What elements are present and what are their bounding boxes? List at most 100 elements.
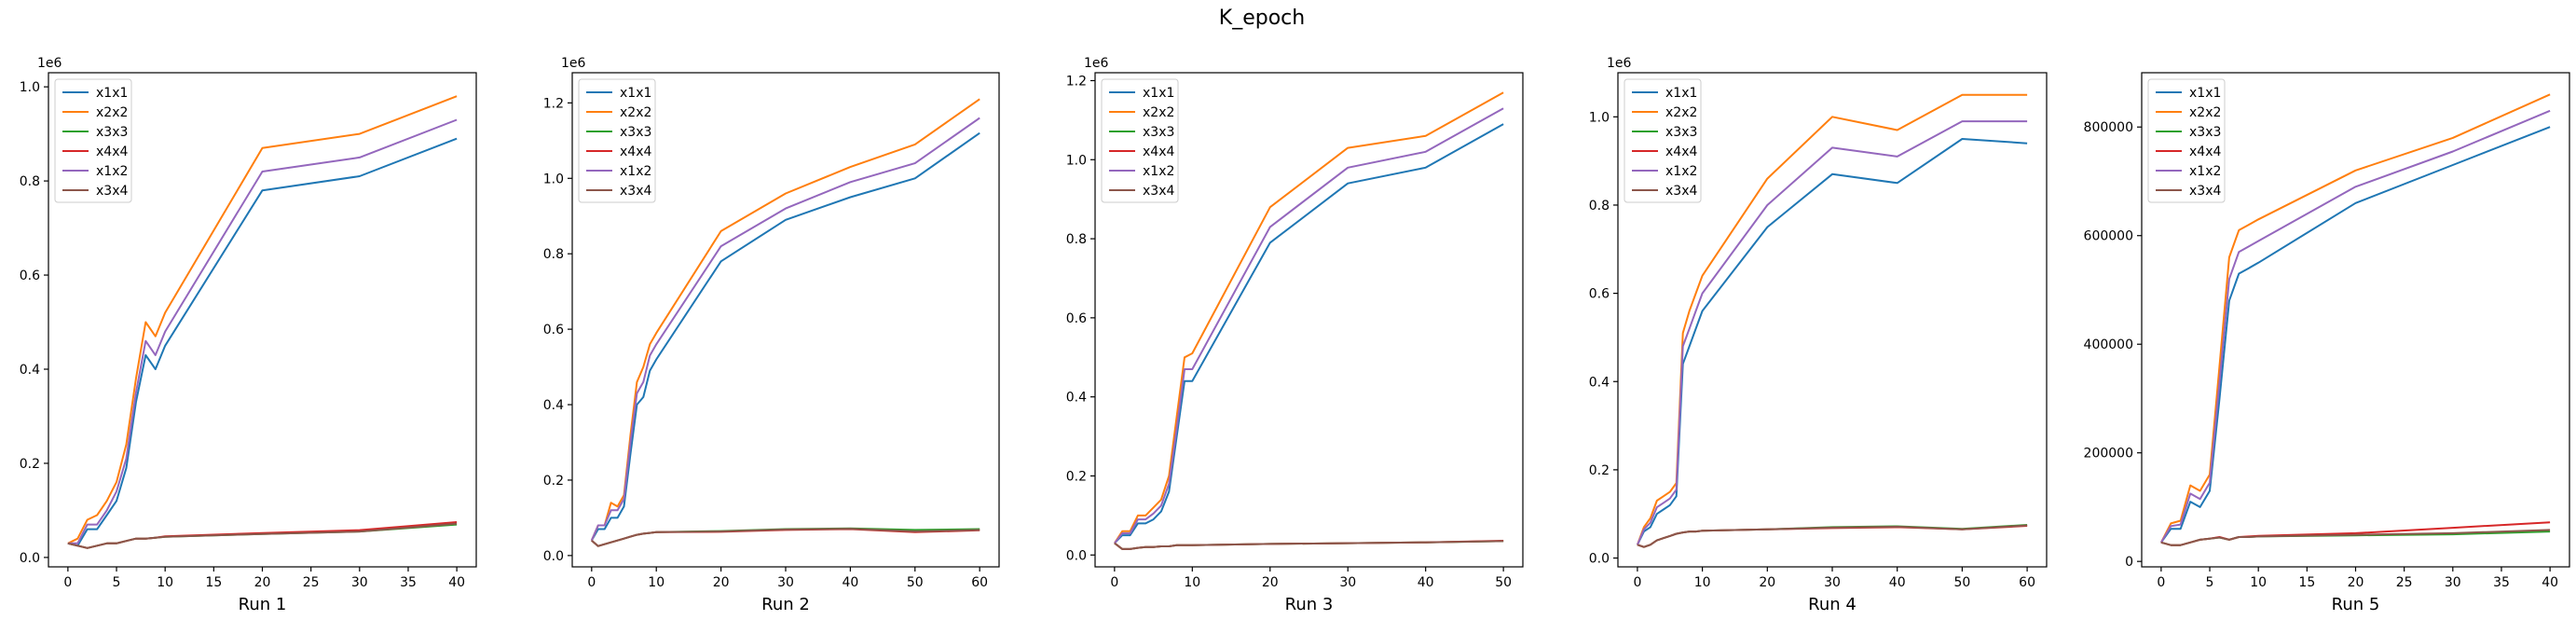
x-tick-label: 20 — [254, 575, 271, 590]
series-line-x1x2 — [1114, 107, 1504, 544]
legend: x1x1 x2x2 x3x3 x4x4 x1x2 x3x4 — [54, 78, 132, 203]
x-tick-label: 30 — [777, 575, 794, 590]
series-line-x2x2 — [67, 95, 458, 544]
x-tick-label: 0 — [587, 575, 596, 590]
series-lines — [2160, 93, 2551, 546]
legend-label-x1x2: x1x2 — [620, 164, 651, 179]
legend-label-x1x1: x1x1 — [2189, 86, 2221, 101]
y-tick-label: 1.0 — [1589, 110, 1610, 125]
subplot-run-5: 0 5 10 15 20 25 30 35 40 0 200000 400000 600000 80000… — [2084, 72, 2570, 614]
x-tick-label: 0 — [63, 575, 72, 590]
y-tick-label: 0.6 — [543, 323, 564, 338]
legend-label-x1x2: x1x2 — [96, 164, 128, 179]
legend-label-x2x2: x2x2 — [96, 105, 128, 120]
legend-label-x1x2: x1x2 — [1665, 164, 1697, 179]
legend-label-x2x2: x2x2 — [1143, 105, 1174, 120]
series-lines — [67, 95, 458, 549]
x-tick-label: 35 — [400, 575, 417, 590]
y-tick-label: 0.2 — [1066, 469, 1087, 484]
legend-label-x3x3: x3x3 — [96, 125, 128, 140]
legend-label-x4x4: x4x4 — [96, 145, 128, 159]
legend-label-x1x1: x1x1 — [1665, 86, 1697, 101]
series-line-x3x4 — [2160, 529, 2551, 546]
series-line-x3x4 — [591, 528, 980, 547]
x-tick-label: 35 — [2493, 575, 2510, 590]
legend-label-x3x3: x3x3 — [2189, 125, 2221, 140]
y-offset-label: 1e6 — [1607, 56, 1632, 71]
series-line-x2x2 — [1114, 91, 1504, 544]
x-tick-label: 10 — [157, 575, 173, 590]
series-line-x1x2 — [67, 118, 458, 544]
legend-label-x3x3: x3x3 — [1143, 125, 1174, 140]
series-line-x1x2 — [1636, 120, 2028, 545]
y-tick-label: 0.6 — [20, 269, 40, 283]
x-tick-label: 15 — [205, 575, 222, 590]
y-tick-label: 0.8 — [543, 247, 564, 262]
series-line-x3x4 — [1637, 524, 2028, 548]
series-line-x1x1 — [1114, 123, 1504, 544]
y-tick-label: 1.2 — [1066, 74, 1087, 89]
series-line-x3x4 — [1114, 540, 1504, 550]
y-offset-label: 1e6 — [37, 56, 62, 71]
x-axis-label: Run 3 — [1285, 595, 1334, 614]
legend-label-x1x2: x1x2 — [1143, 164, 1174, 179]
y-tick-label: 0.6 — [1589, 287, 1610, 302]
y-tick-label: 0.2 — [20, 457, 40, 472]
series-line-x2x2 — [590, 98, 980, 542]
x-axis-label: Run 5 — [2332, 595, 2380, 614]
y-offset-label: 1e6 — [561, 56, 586, 71]
x-tick-label: 50 — [907, 575, 924, 590]
series-line-x1x1 — [67, 137, 458, 547]
x-axis-label: Run 2 — [761, 595, 810, 614]
x-tick-label: 60 — [971, 575, 988, 590]
y-tick-label: 0.4 — [1589, 375, 1610, 390]
y-tick-label: 400000 — [2084, 338, 2133, 352]
legend-label-x3x4: x3x4 — [96, 184, 128, 199]
y-tick-label: 0.2 — [543, 474, 564, 489]
y-tick-label: 0.0 — [1066, 548, 1087, 563]
legend-label-x3x4: x3x4 — [620, 184, 651, 199]
x-tick-label: 10 — [1694, 575, 1711, 590]
y-tick-label: 0.4 — [1066, 391, 1087, 406]
y-tick-label: 1.0 — [20, 80, 40, 95]
legend-label-x1x2: x1x2 — [2189, 164, 2221, 179]
legend-label-x4x4: x4x4 — [2189, 145, 2221, 159]
legend-label-x3x4: x3x4 — [1665, 184, 1697, 199]
subplot-run-4: 0 10 20 30 40 50 60 0.0 0.2 0.4 0.6 0.8 1.0 1e6 Run 4 x… — [1589, 56, 2048, 614]
x-tick-label: 0 — [1110, 575, 1118, 590]
x-tick-label: 40 — [1889, 575, 1906, 590]
x-tick-label: 30 — [2445, 575, 2461, 590]
legend: x1x1 x2x2 x3x3 x4x4 x1x2 x3x4 — [578, 78, 656, 203]
y-tick-label: 1.2 — [543, 96, 564, 111]
axes-frame — [1094, 72, 1524, 568]
y-tick-label: 0.8 — [1066, 232, 1087, 247]
x-tick-label: 50 — [1953, 575, 1970, 590]
legend-label-x2x2: x2x2 — [1665, 105, 1697, 120]
series-line-x2x2 — [2160, 93, 2551, 544]
x-tick-label: 20 — [1759, 575, 1775, 590]
legend-label-x3x3: x3x3 — [620, 125, 651, 140]
subplot-grid: 0 5 10 15 20 25 30 35 40 0.0 0.2 0.4 0.6 0.8 1.0 1e6 Run… — [20, 56, 2570, 614]
legend-label-x1x1: x1x1 — [1143, 86, 1174, 101]
x-tick-label: 30 — [1339, 575, 1356, 590]
x-tick-label: 30 — [1824, 575, 1841, 590]
series-line-x2x2 — [1636, 93, 2028, 545]
y-tick-label: 0.4 — [543, 398, 564, 413]
x-tick-label: 15 — [2298, 575, 2315, 590]
y-tick-label: 0.0 — [20, 551, 40, 566]
x-tick-label: 40 — [1418, 575, 1434, 590]
legend-label-x4x4: x4x4 — [620, 145, 651, 159]
legend: x1x1 x2x2 x3x3 x4x4 x1x2 x3x4 — [1624, 78, 1702, 203]
x-tick-label: 50 — [1495, 575, 1512, 590]
x-tick-label: 60 — [2019, 575, 2035, 590]
series-lines — [1114, 91, 1504, 550]
y-tick-label: 800000 — [2084, 120, 2133, 135]
legend: x1x1 x2x2 x3x3 x4x4 x1x2 x3x4 — [2147, 78, 2226, 203]
legend-label-x3x4: x3x4 — [2189, 184, 2221, 199]
y-tick-label: 200000 — [2084, 447, 2133, 462]
x-tick-label: 20 — [2348, 575, 2364, 590]
x-tick-label: 5 — [113, 575, 121, 590]
legend-label-x1x1: x1x1 — [620, 86, 651, 101]
